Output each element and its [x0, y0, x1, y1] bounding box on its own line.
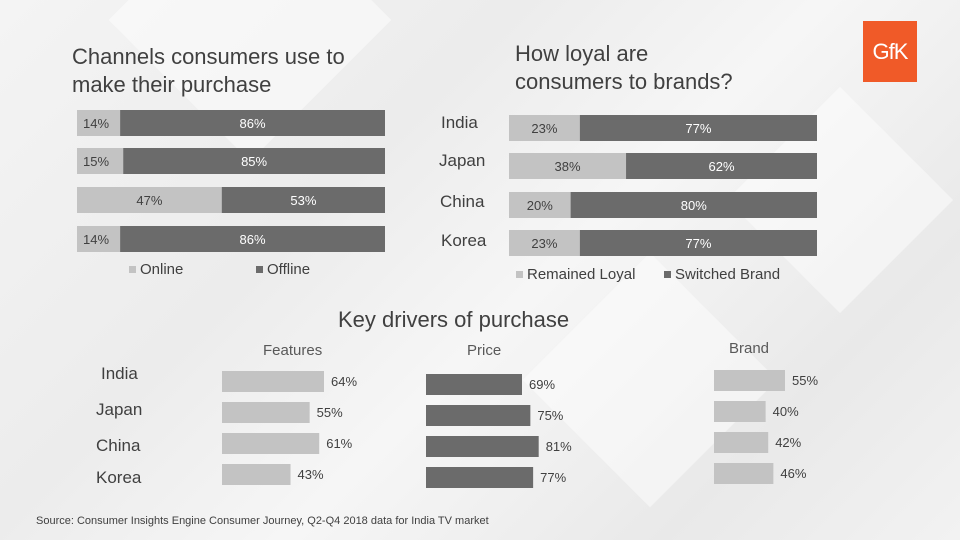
- legend-swatch-online: [129, 266, 136, 273]
- loyalty-title-line2: consumers to brands?: [515, 69, 733, 94]
- loyalty-legend-switched: Switched Brand: [664, 266, 780, 283]
- drivers-subtitle-price: Price: [467, 342, 502, 359]
- loyalty-label-switched: 77%: [685, 121, 711, 136]
- loyalty-label-switched: 62%: [709, 159, 735, 174]
- channels-bar-offline: [120, 110, 386, 136]
- channels-title-line1: Channels consumers use to: [72, 44, 345, 69]
- channels-bar-online: [77, 226, 121, 252]
- drivers-bar-brand: [714, 432, 769, 453]
- drivers-bar-features: [222, 433, 320, 454]
- channels-label-online: 47%: [136, 193, 162, 208]
- drivers-label-price: 81%: [546, 439, 572, 454]
- drivers-bar-brand: [714, 370, 785, 391]
- loyalty-label-loyal: 23%: [531, 121, 557, 136]
- drivers-bar-features: [222, 402, 310, 423]
- source-note: Source: Consumer Insights Engine Consume…: [36, 515, 489, 527]
- drivers-label-price: 77%: [540, 470, 566, 485]
- drivers-bar-price: [426, 405, 531, 426]
- channels-bar-offline: [123, 148, 385, 174]
- drivers-label-price: 75%: [537, 408, 563, 423]
- drivers-bar-price: [426, 436, 539, 457]
- drivers-bar-price: [426, 374, 522, 395]
- drivers-bar-features: [222, 464, 291, 485]
- legend-swatch-loyal: [516, 271, 523, 278]
- channels-label-online: 15%: [83, 154, 109, 169]
- loyalty-label-loyal: 20%: [527, 198, 553, 213]
- channels-label-online: 14%: [83, 116, 109, 131]
- drivers-subtitle-features: Features: [263, 342, 323, 359]
- legend-swatch-offline: [256, 266, 263, 273]
- drivers-bar-features: [222, 371, 324, 392]
- loyalty-category-japan: Japan: [439, 151, 486, 170]
- drivers-label-features: 55%: [317, 405, 343, 420]
- legend-label-offline: Offline: [267, 261, 311, 278]
- channels-legend-online: Online: [129, 261, 183, 278]
- channels-bar-online: [77, 110, 121, 136]
- drivers-title: Key drivers of purchase: [338, 307, 570, 332]
- loyalty-category-korea: Korea: [441, 231, 487, 250]
- loyalty-bar-switched: [626, 153, 817, 179]
- drivers-label-brand: 42%: [775, 435, 801, 450]
- channels-bar-online: [77, 187, 222, 213]
- drivers-bar-brand: [714, 401, 766, 422]
- loyalty-bar-loyal: [509, 192, 571, 218]
- legend-label-loyal: Remained Loyal: [527, 266, 636, 283]
- drivers-category-korea: Korea: [96, 468, 142, 487]
- legend-label-online: Online: [140, 261, 184, 278]
- loyalty-label-loyal: 23%: [531, 236, 557, 251]
- drivers-category-china: China: [96, 436, 141, 455]
- drivers-label-features: 61%: [326, 436, 352, 451]
- gfk-logo: GfK: [863, 21, 917, 82]
- drivers-bar-price: [426, 467, 534, 488]
- channels-label-offline: 85%: [241, 154, 267, 169]
- loyalty-bar-loyal: [509, 153, 627, 179]
- drivers-label-features: 64%: [331, 374, 357, 389]
- loyalty-label-switched: 77%: [685, 236, 711, 251]
- legend-swatch-switched: [664, 271, 671, 278]
- channels-bar-offline: [221, 187, 385, 213]
- channels-label-online: 14%: [83, 232, 109, 247]
- loyalty-label-switched: 80%: [681, 198, 707, 213]
- channels-bar-offline: [120, 226, 386, 252]
- loyalty-category-india: India: [441, 113, 478, 132]
- drivers-subtitle-brand: Brand: [729, 340, 770, 357]
- loyalty-bar-loyal: [509, 115, 580, 141]
- loyalty-title-line1: How loyal are: [515, 41, 649, 66]
- loyalty-category-china: China: [440, 192, 485, 211]
- loyalty-bar-loyal: [509, 230, 580, 256]
- drivers-label-brand: 55%: [792, 373, 818, 388]
- drivers-label-brand: 40%: [773, 404, 799, 419]
- drivers-category-japan: Japan: [96, 400, 143, 419]
- loyalty-bar-switched: [579, 115, 817, 141]
- loyalty-label-loyal: 38%: [555, 159, 581, 174]
- channels-legend-offline: Offline: [256, 261, 310, 278]
- drivers-category-india: India: [101, 364, 138, 383]
- drivers-label-features: 43%: [298, 467, 324, 482]
- drivers-label-price: 69%: [529, 377, 555, 392]
- loyalty-bar-switched: [570, 192, 817, 218]
- channels-label-offline: 86%: [240, 116, 266, 131]
- channels-title-line2: make their purchase: [72, 72, 272, 97]
- legend-label-switched: Switched Brand: [675, 266, 781, 283]
- loyalty-legend-loyal: Remained Loyal: [516, 266, 635, 283]
- channels-label-offline: 86%: [240, 232, 266, 247]
- channels-bar-online: [77, 148, 124, 174]
- drivers-label-brand: 46%: [780, 466, 806, 481]
- channels-label-offline: 53%: [290, 193, 316, 208]
- loyalty-bar-switched: [579, 230, 817, 256]
- drivers-bar-brand: [714, 463, 774, 484]
